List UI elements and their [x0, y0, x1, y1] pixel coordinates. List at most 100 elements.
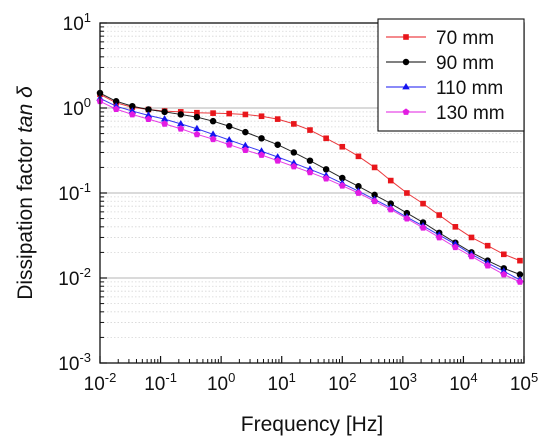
- legend-marker: [403, 34, 409, 40]
- data-point: [177, 111, 184, 118]
- data-point: [258, 113, 265, 120]
- data-point: [307, 127, 313, 133]
- data-point: [516, 278, 524, 285]
- data-point: [516, 271, 524, 278]
- x-tick-label-base: 10: [449, 374, 470, 395]
- data-point: [387, 177, 394, 184]
- x-axis-title: Frequency [Hz]: [241, 413, 383, 436]
- data-point: [404, 190, 410, 196]
- y-tick-label: 10-2: [58, 265, 91, 290]
- y-tick-label: 10-1: [58, 180, 91, 205]
- data-point: [273, 153, 282, 160]
- x-tick-label-base: 10: [389, 374, 410, 395]
- data-point: [225, 141, 233, 148]
- x-tick-label: 101: [268, 370, 296, 395]
- data-point: [274, 116, 281, 122]
- x-tick-labels: 10-2 10-1 100 101 102 103 104 105: [84, 370, 539, 395]
- x-tick-label-exponent: 3: [410, 370, 417, 385]
- data-point: [145, 106, 152, 113]
- data-point: [322, 166, 330, 173]
- legend: 70 mm 90 mm 110 mm 130 mm: [377, 18, 525, 132]
- y-tick-label-base: 10: [58, 269, 79, 290]
- data-point: [176, 119, 185, 127]
- data-point: [338, 182, 346, 189]
- data-point: [501, 251, 507, 258]
- x-tick-label: 104: [449, 370, 477, 395]
- data-point: [274, 141, 281, 148]
- y-tick-label-base: 10: [63, 99, 84, 120]
- data-point: [226, 110, 233, 117]
- x-tick-label: 10-2: [84, 370, 117, 395]
- data-point: [144, 111, 153, 118]
- data-point: [436, 212, 443, 218]
- data-point: [290, 162, 298, 170]
- legend-marker: [402, 108, 410, 115]
- x-tick-label-exponent: -1: [165, 370, 177, 385]
- data-point: [323, 135, 329, 142]
- data-point: [355, 183, 362, 190]
- x-tick-label: 100: [207, 370, 235, 395]
- legend-item: 70 mm: [386, 28, 494, 49]
- data-point: [468, 252, 475, 260]
- legend-label: 110 mm: [436, 78, 503, 99]
- data-point: [371, 191, 378, 199]
- x-tick-label: 10-1: [144, 370, 177, 395]
- legend-label: 90 mm: [436, 53, 494, 74]
- data-point: [291, 121, 297, 127]
- data-point: [193, 124, 201, 132]
- y-tick-label: 10-3: [58, 350, 91, 375]
- data-point: [161, 120, 169, 127]
- y-tick-label-exponent: -1: [79, 180, 91, 195]
- data-point: [403, 214, 411, 222]
- plot-series: [96, 89, 524, 285]
- y-tick-label-base: 10: [58, 354, 79, 375]
- data-point: [193, 130, 201, 138]
- data-point: [242, 111, 249, 118]
- data-point: [451, 243, 459, 251]
- axis-ticks: [99, 22, 525, 364]
- x-tick-label-base: 10: [84, 374, 105, 395]
- data-point: [355, 153, 362, 160]
- data-point: [339, 174, 346, 182]
- x-tick-label: 103: [389, 370, 417, 395]
- data-point: [371, 197, 379, 205]
- y-axis-title-italic: tan δ: [14, 86, 37, 133]
- x-tick-label: 102: [328, 370, 356, 395]
- y-tick-label-exponent: -3: [79, 350, 91, 365]
- x-tick-label-base: 10: [268, 374, 289, 395]
- data-point: [371, 164, 378, 171]
- x-tick-label-exponent: -2: [105, 370, 117, 385]
- data-point: [177, 125, 185, 132]
- data-point: [339, 143, 346, 150]
- data-point: [306, 157, 314, 164]
- data-point: [452, 224, 459, 230]
- data-point: [209, 130, 217, 137]
- legend-item: 130 mm: [386, 103, 505, 124]
- legend-marker: [402, 58, 410, 66]
- x-tick-label-exponent: 2: [349, 370, 356, 385]
- data-point: [241, 141, 250, 149]
- data-point: [290, 159, 298, 166]
- data-point: [322, 174, 330, 182]
- x-tick-label-exponent: 1: [289, 370, 296, 385]
- data-point: [241, 146, 249, 153]
- data-point: [500, 270, 508, 278]
- data-point: [145, 115, 152, 123]
- data-point: [257, 147, 266, 154]
- data-point: [500, 267, 508, 274]
- legend-item: 110 mm: [386, 78, 503, 99]
- data-point: [468, 234, 475, 241]
- legend-label: 130 mm: [436, 103, 505, 124]
- data-point: [484, 261, 492, 269]
- series-circle: [96, 89, 524, 278]
- data-point: [258, 135, 265, 142]
- data-point: [225, 123, 233, 130]
- y-tick-label-exponent: 0: [84, 95, 91, 110]
- data-point: [209, 117, 217, 125]
- data-point: [194, 109, 200, 116]
- y-tick-label: 100: [63, 95, 91, 120]
- y-axis-title: Dissipation factor tan δ: [14, 86, 37, 300]
- x-tick-label-base: 10: [328, 374, 349, 395]
- data-point: [355, 189, 362, 196]
- data-point: [128, 107, 137, 114]
